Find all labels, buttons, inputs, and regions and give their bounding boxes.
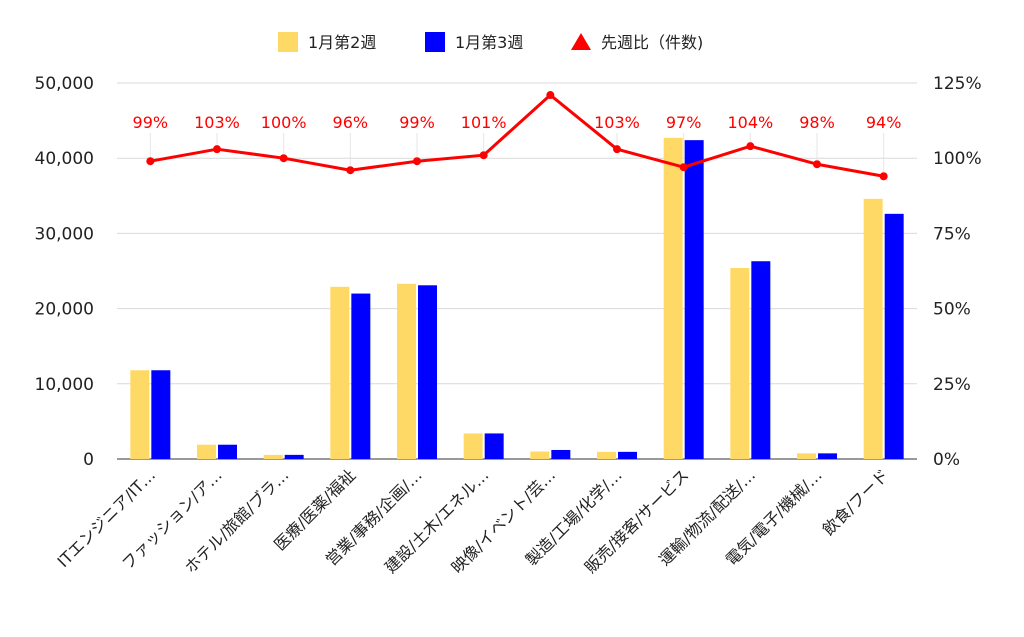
bar bbox=[197, 444, 216, 459]
x-axis: ITエンジニア/IT…ファッション/ア…ホテル/旅館/ブラ…医療/医薬/福祉営業… bbox=[54, 465, 893, 577]
legend-swatch bbox=[278, 32, 298, 52]
left-tick-label: 50,000 bbox=[35, 74, 94, 94]
right-tick-label: 100% bbox=[933, 149, 982, 169]
bar bbox=[463, 433, 483, 459]
line-point bbox=[879, 172, 888, 181]
bar bbox=[863, 198, 883, 460]
line-point bbox=[213, 145, 221, 154]
line-point bbox=[546, 91, 555, 100]
left-tick-label: 10,000 bbox=[35, 375, 94, 395]
data-label: 97% bbox=[666, 113, 702, 132]
bar bbox=[684, 140, 704, 460]
line-point bbox=[279, 154, 288, 163]
data-label: 96% bbox=[333, 113, 369, 132]
bar bbox=[263, 454, 283, 459]
bar bbox=[151, 370, 171, 459]
right-tick-label: 50% bbox=[933, 300, 971, 320]
legend: 1月第2週 1月第3週 先週比（件数) bbox=[278, 32, 703, 52]
right-tick-label: 75% bbox=[933, 224, 971, 244]
left-tick-label: 0 bbox=[83, 450, 94, 470]
line-point bbox=[413, 157, 421, 166]
legend-label: 1月第2週 bbox=[308, 33, 376, 52]
bar bbox=[597, 451, 616, 459]
bar bbox=[418, 285, 437, 459]
bar bbox=[351, 293, 371, 459]
bar bbox=[397, 283, 416, 459]
legend-triangle-icon bbox=[571, 33, 591, 50]
line-point bbox=[346, 166, 355, 175]
bar bbox=[530, 451, 550, 459]
bar bbox=[663, 137, 683, 459]
legend-label: 先週比（件数) bbox=[601, 33, 703, 52]
data-label: 101% bbox=[461, 113, 507, 132]
left-tick-label: 30,000 bbox=[35, 224, 94, 244]
data-label: 100% bbox=[261, 113, 307, 132]
bar bbox=[618, 451, 637, 459]
line-point bbox=[146, 157, 155, 166]
bars bbox=[130, 137, 904, 460]
right-tick-label: 125% bbox=[933, 74, 982, 94]
ratio-line bbox=[146, 91, 888, 181]
bar bbox=[818, 453, 837, 459]
legend-label: 1月第3週 bbox=[455, 33, 523, 52]
right-tick-label: 25% bbox=[933, 375, 971, 395]
line-point bbox=[746, 142, 755, 151]
bar bbox=[551, 449, 571, 459]
data-labels: 99% 103% 100% 96% 99% 101% 103% 97% 104% 98% 94% bbox=[133, 113, 902, 173]
data-label: 104% bbox=[727, 113, 773, 132]
data-label: 103% bbox=[594, 113, 640, 132]
data-label: 99% bbox=[133, 113, 169, 132]
ratio-line-path bbox=[150, 93, 884, 178]
bar bbox=[730, 267, 750, 459]
gridlines bbox=[117, 82, 917, 460]
data-label: 98% bbox=[799, 113, 835, 132]
bar bbox=[130, 370, 150, 459]
line-point bbox=[613, 145, 621, 154]
line-point bbox=[813, 160, 821, 169]
line-point bbox=[679, 163, 688, 172]
bar bbox=[797, 453, 816, 459]
line-point bbox=[479, 151, 488, 160]
bar bbox=[484, 433, 504, 459]
right-tick-label: 0% bbox=[933, 450, 960, 470]
left-tick-label: 20,000 bbox=[35, 300, 94, 320]
bar bbox=[330, 286, 350, 459]
left-axis: 0 10,000 20,000 30,000 40,000 50,000 bbox=[35, 74, 94, 470]
data-label: 94% bbox=[866, 113, 902, 132]
legend-swatch bbox=[425, 32, 445, 52]
right-axis: 0% 25% 50% 75% 100% 125% bbox=[933, 74, 982, 470]
bar bbox=[218, 444, 237, 459]
data-label: 99% bbox=[399, 113, 435, 132]
bar bbox=[751, 261, 771, 459]
bar bbox=[284, 454, 304, 459]
bar bbox=[884, 213, 904, 459]
data-label: 103% bbox=[194, 113, 240, 132]
category-label: 飲食/フード bbox=[819, 465, 893, 539]
left-tick-label: 40,000 bbox=[35, 149, 94, 169]
